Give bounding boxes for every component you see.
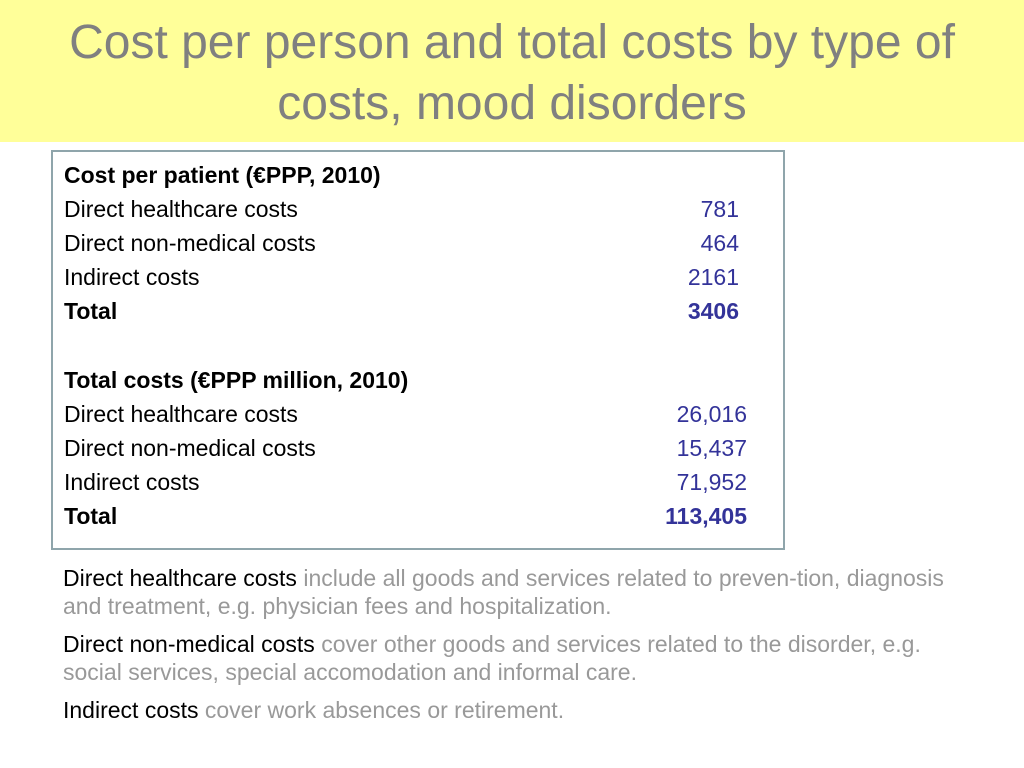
per-patient-row-label-indirect: Indirect costs	[64, 264, 200, 290]
total-costs-row-label-total: Total	[64, 503, 118, 529]
note-indirect: Indirect costs cover work absences or re…	[63, 696, 983, 724]
total-costs-row-value-indirect: 71,952	[676, 469, 747, 495]
note-description: cover work absences or retirement.	[204, 697, 565, 723]
per-patient-row-value-direct-non-medical: 464	[700, 230, 739, 256]
total-costs-row-label-direct-healthcare: Direct healthcare costs	[64, 401, 298, 427]
total-costs-heading: Total costs (€PPP million, 2010)	[64, 367, 409, 393]
total-costs-row-value-direct-healthcare: 26,016	[676, 401, 747, 427]
per-patient-row-label-direct-non-medical: Direct non-medical costs	[64, 230, 316, 256]
total-costs-row-value-direct-non-medical: 15,437	[676, 435, 747, 461]
per-patient-row-label-total: Total	[64, 298, 118, 324]
note-direct-non-medical: Direct non-medical costs cover other goo…	[63, 630, 983, 686]
note-direct-healthcare: Direct healthcare costs include all good…	[63, 564, 983, 620]
total-costs-row-value-total: 113,405	[665, 503, 747, 529]
definitions-notes: Direct healthcare costs include all good…	[63, 564, 983, 734]
total-costs-row-label-direct-non-medical: Direct non-medical costs	[64, 435, 316, 461]
per-patient-heading: Cost per patient (€PPP, 2010)	[64, 162, 381, 188]
note-term: Direct non-medical costs	[63, 631, 315, 657]
per-patient-row-value-total: 3406	[687, 298, 739, 324]
total-costs-row-label-indirect: Indirect costs	[64, 469, 200, 495]
cost-table-box: Cost per patient (€PPP, 2010) Direct hea…	[51, 150, 785, 550]
per-patient-row-label-direct-healthcare: Direct healthcare costs	[64, 196, 298, 222]
note-description: include all goods and services related t…	[63, 565, 944, 619]
per-patient-row-value-direct-healthcare: 781	[700, 196, 739, 222]
title-band	[0, 0, 1024, 142]
note-term: Indirect costs	[63, 697, 199, 723]
note-description: cover other goods and services related t…	[63, 631, 921, 685]
page-title: Cost per person and total costs by type …	[69, 16, 955, 130]
per-patient-row-value-indirect: 2161	[687, 264, 739, 290]
note-term: Direct healthcare costs	[63, 565, 297, 591]
